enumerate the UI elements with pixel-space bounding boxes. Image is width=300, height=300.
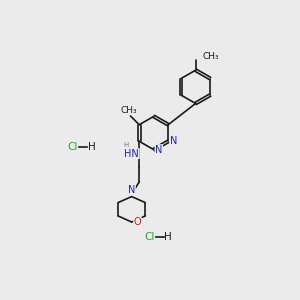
Text: HN: HN xyxy=(124,148,139,159)
Text: Cl: Cl xyxy=(144,232,154,242)
Text: O: O xyxy=(134,217,141,227)
Text: N: N xyxy=(155,145,163,155)
Text: H: H xyxy=(124,142,129,148)
Text: N: N xyxy=(128,185,135,195)
Text: Cl: Cl xyxy=(67,142,78,152)
Text: H: H xyxy=(88,142,95,152)
Text: H: H xyxy=(164,232,172,242)
Text: CH₃: CH₃ xyxy=(202,52,219,61)
Text: CH₃: CH₃ xyxy=(121,106,138,115)
Text: N: N xyxy=(170,136,177,146)
